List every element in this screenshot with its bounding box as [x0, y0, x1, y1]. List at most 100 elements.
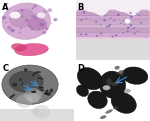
Circle shape	[85, 34, 87, 36]
Ellipse shape	[24, 68, 27, 71]
Circle shape	[138, 14, 140, 16]
Ellipse shape	[32, 73, 35, 76]
Circle shape	[130, 16, 133, 18]
Circle shape	[108, 25, 110, 27]
Circle shape	[31, 8, 34, 9]
Circle shape	[127, 27, 130, 29]
Ellipse shape	[32, 91, 36, 93]
Ellipse shape	[2, 3, 51, 39]
Circle shape	[21, 15, 23, 17]
Ellipse shape	[9, 9, 36, 27]
Circle shape	[136, 31, 138, 32]
Ellipse shape	[9, 94, 15, 98]
Circle shape	[51, 23, 52, 24]
Circle shape	[86, 18, 87, 19]
Ellipse shape	[113, 106, 118, 109]
Ellipse shape	[122, 67, 148, 84]
Circle shape	[122, 32, 124, 33]
Circle shape	[103, 19, 106, 21]
Circle shape	[124, 19, 130, 24]
Circle shape	[38, 28, 40, 29]
Circle shape	[19, 13, 22, 15]
Circle shape	[109, 24, 111, 26]
Circle shape	[9, 8, 11, 9]
Circle shape	[48, 8, 52, 12]
Circle shape	[18, 31, 21, 34]
Circle shape	[33, 5, 37, 7]
FancyBboxPatch shape	[76, 33, 149, 37]
Circle shape	[7, 26, 12, 30]
Circle shape	[34, 16, 37, 19]
Ellipse shape	[88, 91, 107, 109]
Circle shape	[53, 18, 58, 21]
Ellipse shape	[9, 11, 21, 19]
Ellipse shape	[15, 43, 48, 56]
Circle shape	[29, 26, 31, 27]
Ellipse shape	[106, 110, 113, 113]
Circle shape	[21, 9, 24, 11]
Text: C: C	[2, 64, 8, 72]
Ellipse shape	[2, 65, 58, 104]
Ellipse shape	[38, 77, 43, 79]
Ellipse shape	[119, 70, 124, 75]
Circle shape	[115, 34, 118, 36]
Ellipse shape	[9, 71, 43, 92]
Circle shape	[31, 108, 39, 115]
Text: B: B	[77, 3, 84, 12]
Circle shape	[43, 10, 47, 13]
Circle shape	[124, 24, 125, 26]
Circle shape	[117, 14, 120, 16]
Ellipse shape	[99, 71, 126, 98]
FancyBboxPatch shape	[76, 11, 149, 16]
Ellipse shape	[11, 43, 26, 51]
Circle shape	[83, 11, 85, 13]
Bar	[75, 9, 150, 39]
Ellipse shape	[50, 89, 53, 93]
Circle shape	[5, 22, 7, 23]
Circle shape	[100, 24, 102, 25]
Circle shape	[133, 28, 134, 29]
Circle shape	[140, 22, 142, 24]
Circle shape	[33, 105, 50, 118]
Circle shape	[95, 20, 98, 22]
Circle shape	[114, 20, 115, 21]
Ellipse shape	[47, 92, 51, 96]
Circle shape	[111, 36, 114, 38]
Circle shape	[33, 7, 35, 8]
Circle shape	[110, 17, 112, 19]
Ellipse shape	[77, 68, 103, 90]
FancyBboxPatch shape	[76, 24, 149, 28]
Circle shape	[96, 35, 98, 37]
Ellipse shape	[106, 78, 112, 85]
Circle shape	[106, 26, 108, 28]
Ellipse shape	[12, 83, 17, 86]
FancyBboxPatch shape	[76, 27, 149, 33]
Ellipse shape	[116, 72, 123, 75]
Circle shape	[31, 15, 35, 18]
Circle shape	[11, 29, 15, 32]
Circle shape	[130, 15, 133, 17]
Ellipse shape	[19, 78, 22, 81]
Ellipse shape	[45, 90, 48, 94]
Circle shape	[126, 30, 129, 32]
Ellipse shape	[28, 18, 47, 30]
Circle shape	[36, 13, 40, 17]
Circle shape	[27, 93, 39, 103]
Ellipse shape	[44, 93, 49, 95]
Circle shape	[16, 94, 33, 108]
Circle shape	[19, 27, 22, 30]
Circle shape	[80, 19, 82, 21]
Circle shape	[80, 33, 83, 36]
Ellipse shape	[22, 83, 23, 86]
Circle shape	[100, 32, 103, 34]
Circle shape	[129, 12, 132, 14]
Ellipse shape	[100, 116, 106, 119]
Bar	[75, 39, 150, 60]
Ellipse shape	[111, 92, 136, 113]
Circle shape	[20, 9, 22, 11]
Ellipse shape	[124, 89, 130, 93]
Circle shape	[105, 15, 106, 17]
Circle shape	[145, 37, 147, 38]
Circle shape	[45, 27, 48, 30]
Ellipse shape	[37, 12, 46, 18]
